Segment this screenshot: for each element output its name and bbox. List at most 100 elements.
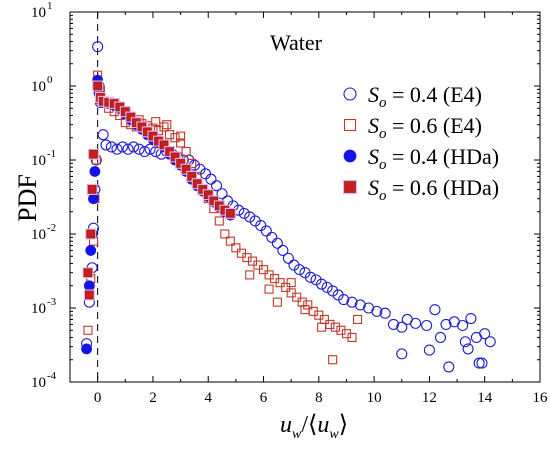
series-4 — [82, 80, 236, 301]
data-point — [97, 129, 109, 141]
data-point — [292, 292, 302, 302]
legend-label-1: So = 0.4 (E4) — [368, 82, 482, 111]
legend-marker-1 — [343, 87, 357, 101]
data-point — [338, 294, 350, 306]
legend-marker-3 — [343, 149, 357, 163]
legend: So = 0.4 (E4)So = 0.6 (E4)So = 0.4 (HDa)… — [343, 82, 499, 204]
data-point — [258, 265, 269, 275]
data-point — [220, 229, 230, 239]
x-tick-label: 12 — [422, 390, 437, 406]
series-3 — [81, 74, 236, 355]
x-axis-label: uw/⟨uw⟩ — [280, 412, 348, 442]
data-point — [277, 244, 289, 256]
y-tick-label: 10 — [31, 79, 46, 95]
data-point — [325, 319, 335, 329]
data-point — [170, 133, 180, 143]
data-point — [89, 166, 101, 177]
data-point — [293, 264, 306, 276]
data-point — [181, 164, 191, 174]
y-tick-label: 10 — [31, 153, 46, 169]
data-point — [85, 245, 97, 256]
data-point — [260, 225, 272, 237]
data-point — [421, 319, 433, 332]
data-point — [170, 152, 180, 162]
data-point — [465, 313, 477, 325]
data-point — [244, 211, 256, 223]
data-point — [81, 343, 92, 355]
x-axis-label-text: uw/⟨uw⟩ — [280, 412, 348, 442]
data-point — [86, 229, 96, 239]
data-point — [328, 355, 338, 365]
data-point — [159, 140, 169, 150]
data-point — [187, 158, 197, 168]
data-point — [379, 307, 391, 319]
y-tick-exponent: -2 — [47, 222, 56, 234]
legend-label-3: So = 0.4 (HDa) — [368, 144, 499, 173]
data-points — [81, 41, 496, 373]
data-point — [387, 318, 400, 330]
legend-marker-2 — [343, 118, 357, 132]
data-point — [462, 343, 474, 355]
data-point — [203, 190, 213, 199]
y-tick-exponent: 0 — [47, 74, 53, 86]
data-point — [89, 149, 98, 159]
data-point — [111, 143, 123, 155]
data-point — [423, 344, 435, 356]
data-point — [85, 290, 94, 300]
x-tick-label: 10 — [367, 390, 382, 406]
series-1 — [81, 41, 496, 373]
data-point — [92, 41, 104, 53]
data-point — [93, 81, 102, 91]
data-point — [176, 159, 185, 168]
data-point — [151, 117, 161, 127]
data-point — [164, 130, 175, 140]
data-point — [303, 300, 313, 310]
data-point — [282, 252, 294, 264]
axes — [69, 11, 541, 383]
data-point — [347, 332, 357, 342]
data-point — [321, 281, 333, 293]
data-point — [176, 131, 186, 141]
data-point — [476, 357, 488, 369]
data-point — [187, 172, 196, 181]
data-point — [105, 141, 118, 153]
x-tick-label: 6 — [260, 390, 268, 406]
data-point — [133, 143, 145, 155]
data-point — [304, 271, 317, 283]
data-point — [245, 270, 255, 280]
data-point — [83, 280, 95, 292]
data-point — [162, 120, 172, 130]
y-tick-exponent: -4 — [47, 370, 57, 382]
data-point — [396, 348, 408, 360]
data-point — [336, 325, 346, 335]
data-point — [225, 236, 235, 246]
y-tick-label: 10 — [31, 301, 46, 317]
data-point — [126, 112, 136, 122]
data-point — [443, 361, 455, 373]
data-point — [83, 325, 93, 335]
data-point — [316, 278, 328, 290]
data-point — [330, 322, 340, 332]
data-point — [371, 305, 383, 317]
x-tick-label: 14 — [477, 390, 493, 406]
data-point — [264, 284, 274, 294]
data-point — [352, 314, 363, 325]
data-point — [216, 188, 228, 200]
data-point — [327, 285, 339, 297]
data-point — [286, 278, 296, 288]
data-point — [473, 357, 485, 369]
data-point — [297, 297, 307, 307]
data-point — [457, 319, 469, 332]
data-point — [459, 336, 471, 348]
y-axis-label: PDF — [13, 174, 42, 222]
data-point — [128, 141, 140, 153]
y-tick-exponent: 1 — [47, 0, 53, 12]
data-point — [271, 237, 283, 249]
annotation-water: Water — [270, 30, 323, 55]
data-point — [275, 278, 285, 288]
data-point — [159, 122, 169, 132]
data-point — [434, 331, 447, 343]
data-point — [440, 318, 452, 330]
